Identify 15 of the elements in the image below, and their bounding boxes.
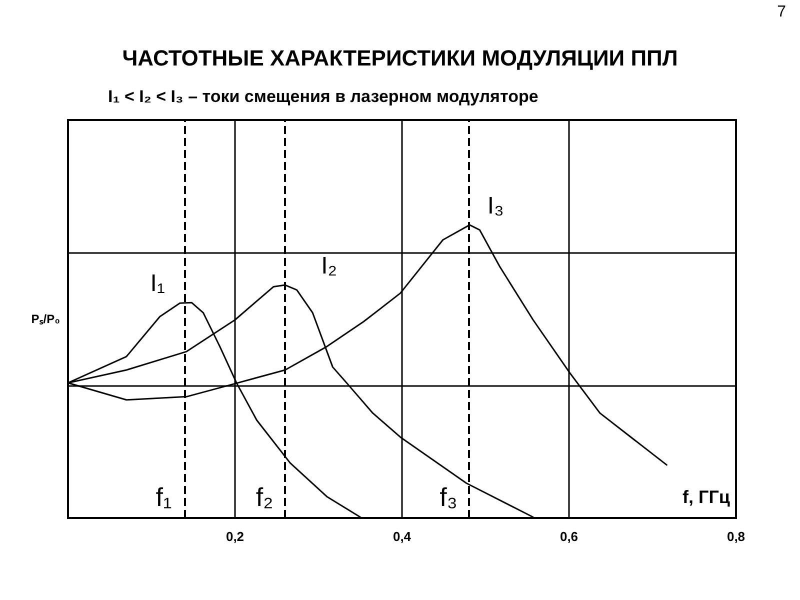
y-axis-title: Pₛ/P₀ [31,312,60,326]
x-tick-label: 0,8 [726,529,746,544]
chart-title: ЧАСТОТНЫЕ ХАРАКТЕРИСТИКИ МОДУЛЯЦИИ ППЛ [122,46,678,70]
series-label: I₃ [487,192,504,220]
series-label: I₂ [321,252,338,280]
chart-subtitle: I₁ < I₂ < I₃ – токи смещения в лазерном модуляторе [108,87,538,106]
ref-line-label: f₂ [256,482,274,512]
ref-line-label: f₃ [440,482,458,512]
ref-line-label: f₁ [156,482,172,512]
x-tick-label: 0,2 [226,529,244,544]
x-tick-label: 0,4 [392,529,412,544]
text: 7 [777,4,786,20]
series-label: I₁ [150,270,165,298]
x-tick-label: 0,6 [560,529,578,544]
x-axis-title: f, ГГц [682,487,730,507]
